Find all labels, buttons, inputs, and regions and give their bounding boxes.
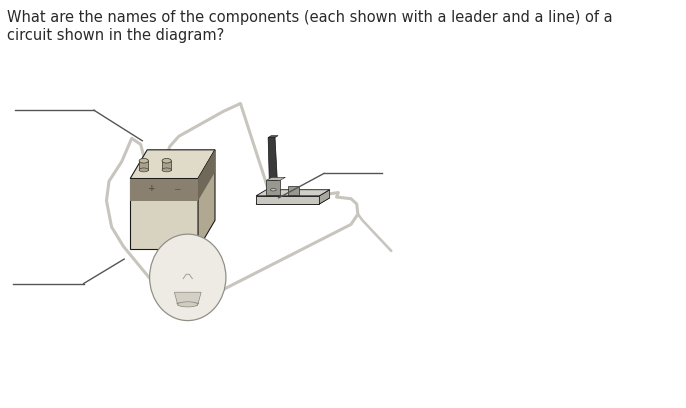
Polygon shape (256, 198, 330, 204)
Polygon shape (174, 292, 201, 303)
Polygon shape (162, 161, 172, 170)
Polygon shape (256, 190, 330, 196)
Polygon shape (178, 304, 198, 306)
Ellipse shape (139, 158, 148, 163)
Polygon shape (178, 304, 198, 306)
Polygon shape (319, 190, 330, 204)
Ellipse shape (139, 168, 148, 172)
Polygon shape (256, 196, 319, 204)
Polygon shape (139, 161, 148, 170)
Polygon shape (130, 179, 198, 249)
Polygon shape (130, 150, 215, 179)
Ellipse shape (270, 188, 276, 191)
Polygon shape (266, 180, 280, 195)
Text: +: + (147, 184, 155, 193)
Text: What are the names of the components (each shown with a leader and a line) of a
: What are the names of the components (ea… (8, 10, 613, 42)
Polygon shape (130, 179, 198, 201)
Ellipse shape (150, 234, 226, 321)
Polygon shape (198, 150, 215, 201)
Polygon shape (177, 303, 199, 304)
Ellipse shape (162, 158, 172, 163)
Polygon shape (178, 304, 198, 305)
Polygon shape (266, 177, 285, 180)
Polygon shape (198, 150, 215, 249)
Polygon shape (268, 137, 277, 180)
Polygon shape (287, 186, 299, 195)
Polygon shape (268, 135, 278, 137)
Ellipse shape (178, 302, 198, 307)
Text: −: − (173, 184, 180, 193)
Ellipse shape (162, 168, 172, 172)
